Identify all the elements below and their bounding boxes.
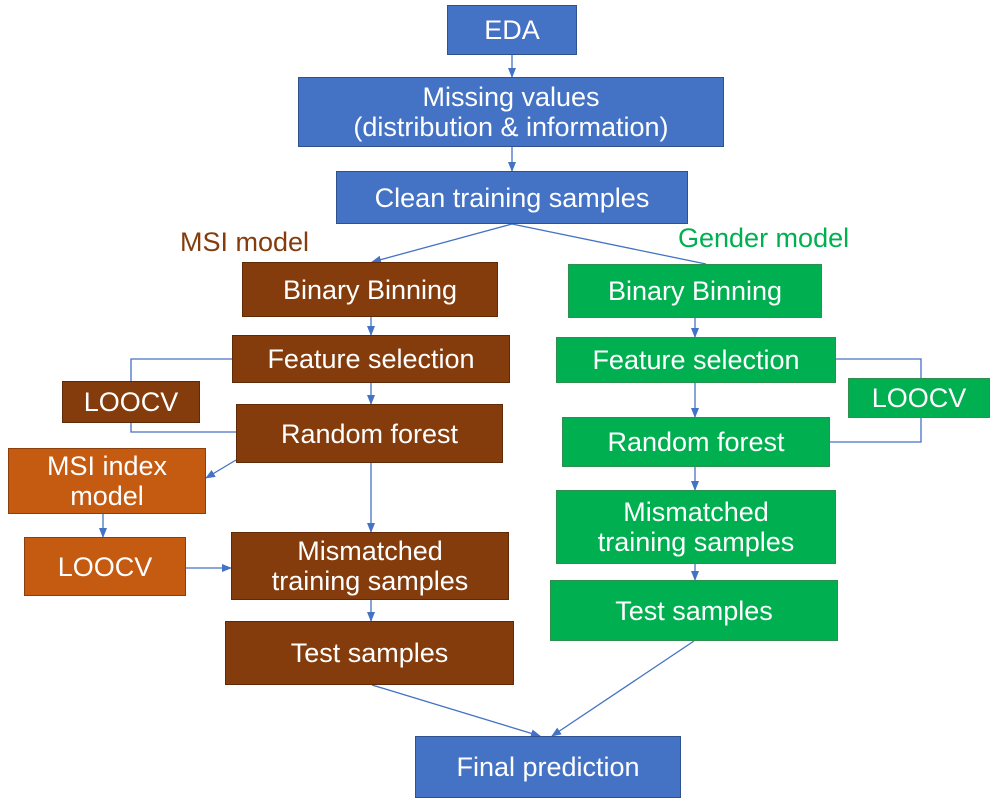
msi-index-model-box: MSI index model — [8, 448, 206, 514]
final-prediction-label: Final prediction — [456, 752, 640, 782]
eda-label: EDA — [484, 15, 540, 45]
missing-values-line2: (distribution & information) — [353, 112, 669, 142]
arrow-clean-to-gender-binning — [511, 223, 707, 265]
msi-binary-binning-label: Binary Binning — [282, 274, 458, 305]
gender-random-forest-label: Random forest — [607, 427, 785, 457]
clean-training-samples-box: Clean training samples — [336, 171, 688, 224]
eda-box: EDA — [447, 5, 577, 55]
gender-loocv-label: LOOCV — [871, 383, 967, 413]
gender-feature-selection-box: Feature selection — [556, 337, 836, 383]
msi-random-forest-label: Random forest — [280, 418, 459, 449]
gender-test-samples-label: Test samples — [615, 595, 773, 626]
gender-mismatched-training-box: Mismatched training samples — [556, 490, 836, 564]
missing-values-line1: Missing values — [422, 82, 600, 112]
gender-binary-binning-box: Binary Binning — [568, 264, 822, 318]
gender-binary-binning-label: Binary Binning — [607, 276, 783, 306]
msi-feature-selection-label: Feature selection — [267, 344, 475, 374]
msi-index-model-line1: MSI index — [46, 451, 168, 481]
msi-loocv-label: LOOCV — [83, 387, 179, 417]
msi-random-forest-box: Random forest — [236, 404, 503, 463]
arrow-msi-test-to-final — [371, 684, 541, 738]
arrow-msi-forest-to-index — [205, 459, 237, 479]
msi-binary-binning-box: Binary Binning — [242, 262, 498, 317]
missing-values-box: Missing values (distribution & informati… — [298, 77, 724, 147]
msi-loocv-box: LOOCV — [62, 381, 200, 423]
gender-model-title: Gender model — [678, 223, 850, 253]
gender-test-samples-box: Test samples — [550, 580, 838, 641]
gender-random-forest-box: Random forest — [562, 417, 830, 467]
arrow-clean-to-msi-binning — [371, 223, 513, 264]
msi-test-samples-box: Test samples — [225, 621, 514, 685]
msi-mismatched-training-box: Mismatched training samples — [231, 532, 509, 600]
msi-index-loocv-label: LOOCV — [57, 551, 153, 582]
msi-feature-selection-box: Feature selection — [232, 335, 510, 383]
msi-model-title: MSI model — [180, 227, 310, 257]
gender-loocv-box: LOOCV — [848, 378, 990, 418]
final-prediction-box: Final prediction — [415, 736, 681, 798]
gender-mismatched-line1: Mismatched — [623, 497, 769, 527]
msi-test-samples-label: Test samples — [290, 638, 449, 668]
msi-mismatched-line1: Mismatched — [297, 536, 443, 566]
msi-index-model-line2: model — [70, 481, 144, 511]
gender-feature-selection-label: Feature selection — [592, 345, 800, 375]
arrow-gender-test-to-final — [551, 640, 695, 737]
clean-training-samples-label: Clean training samples — [374, 182, 650, 213]
msi-mismatched-line2: training samples — [271, 566, 469, 596]
msi-index-loocv-box: LOOCV — [24, 537, 186, 596]
gender-mismatched-line2: training samples — [597, 527, 795, 557]
